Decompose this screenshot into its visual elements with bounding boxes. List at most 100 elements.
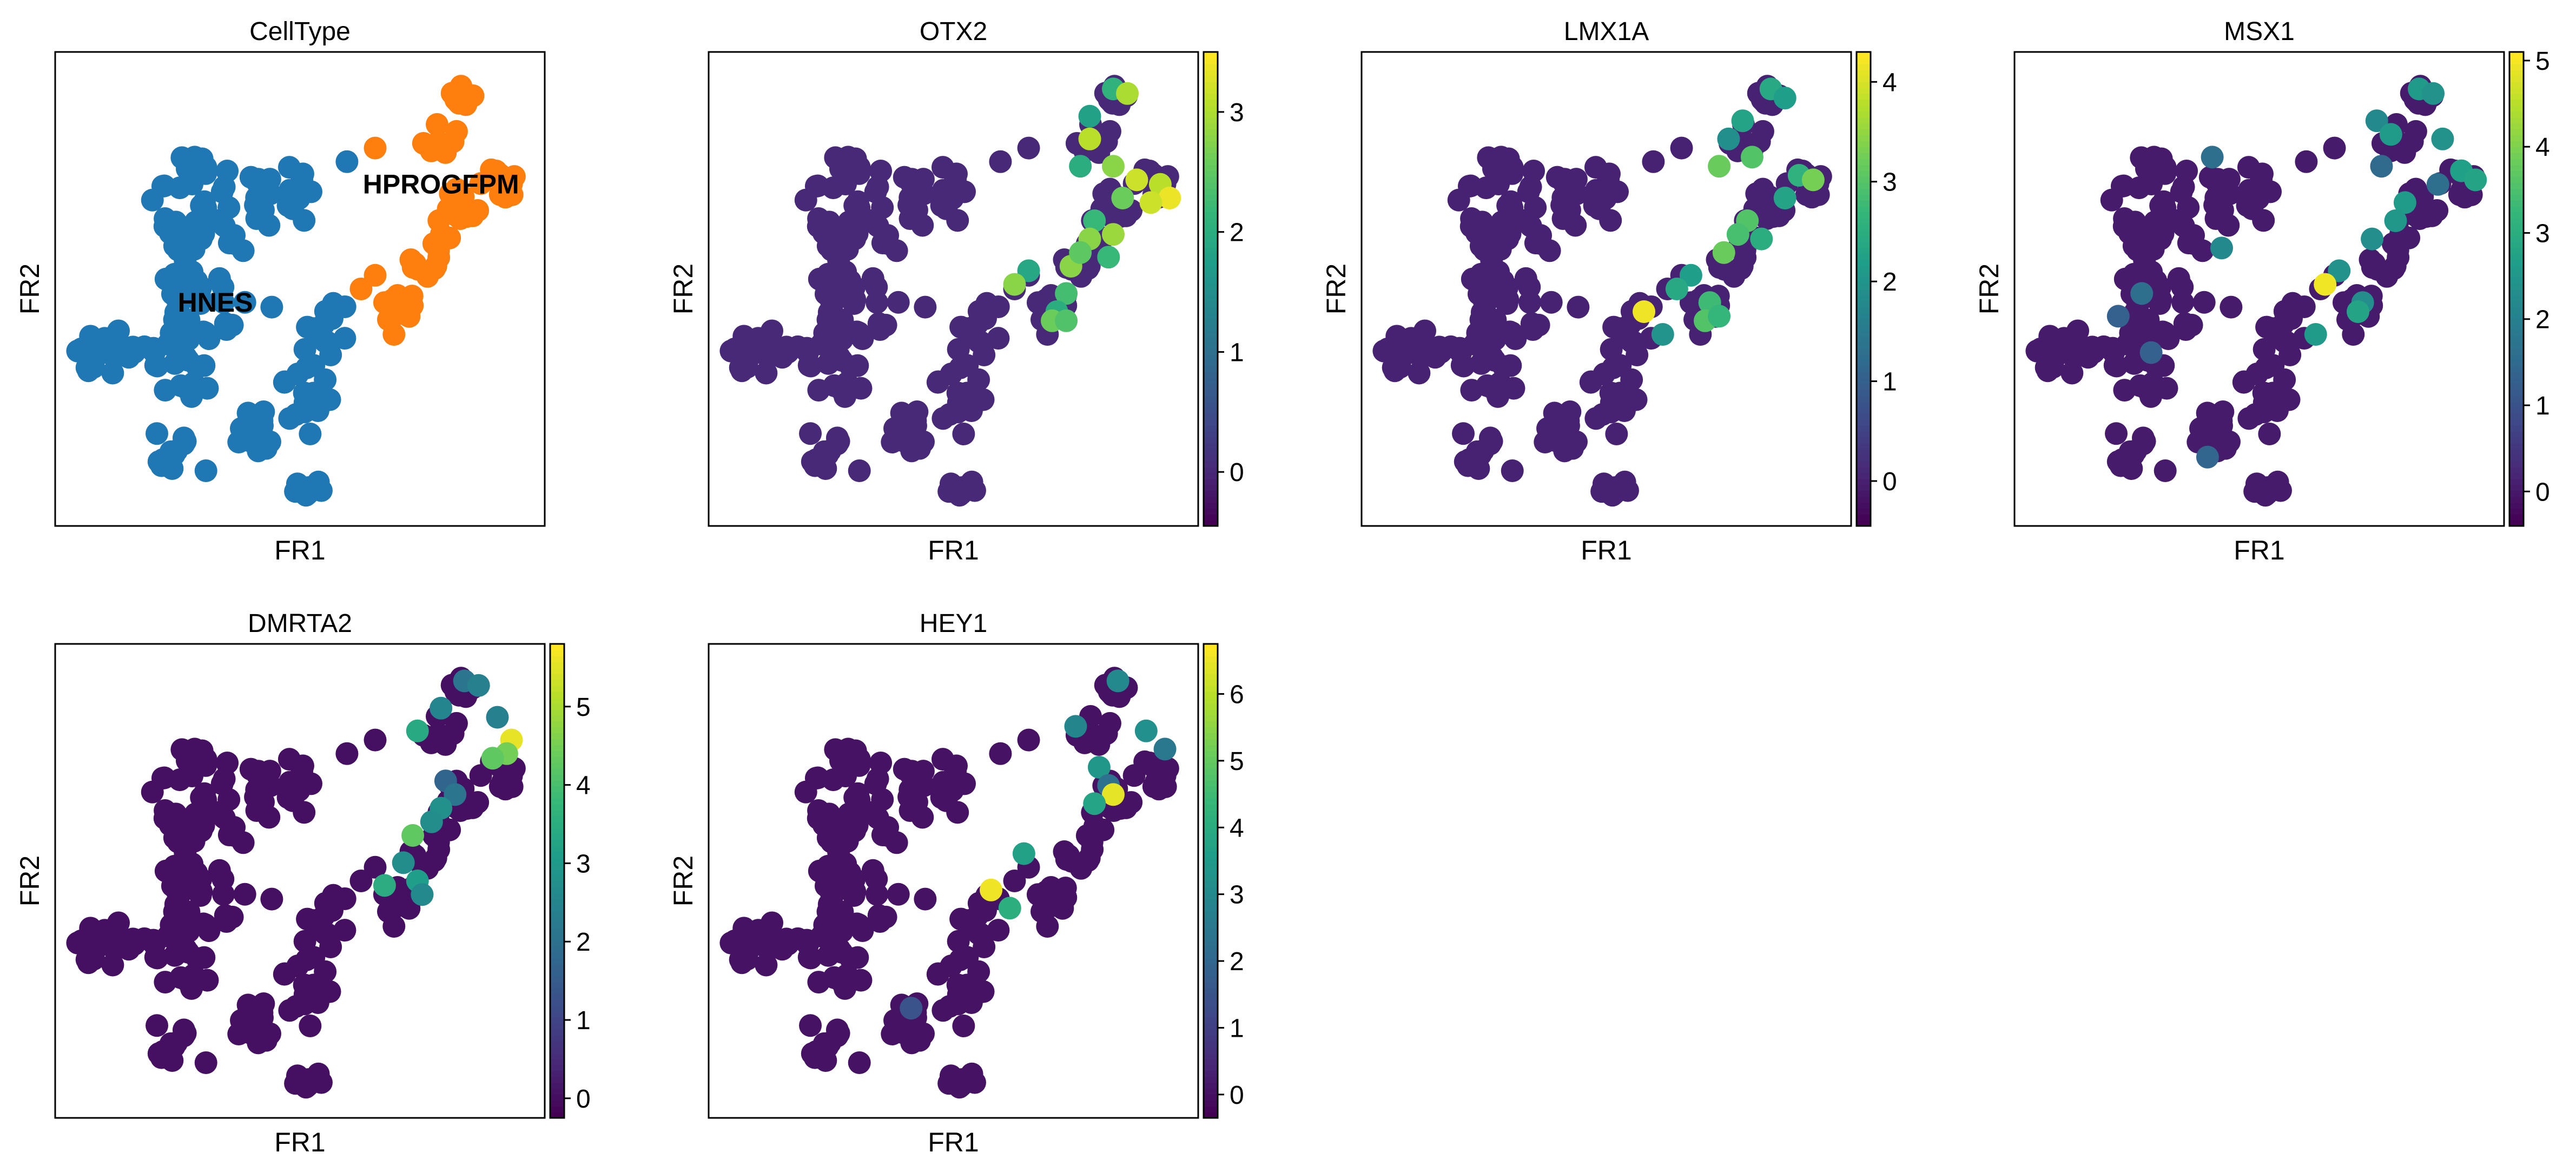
data-point (193, 190, 216, 213)
data-point (333, 327, 356, 350)
colorbar: 0 1 2 3 4 5 (2508, 47, 2550, 527)
colorbar-segment (2509, 508, 2524, 515)
data-point (186, 355, 209, 378)
data-point (946, 381, 969, 405)
data-point (294, 484, 318, 507)
data-point (824, 738, 847, 761)
data-point (333, 919, 356, 942)
data-point (824, 146, 847, 169)
colorbar-segment (1857, 354, 1871, 361)
colorbar-segment (1204, 910, 1218, 917)
colorbar-segment (2509, 443, 2524, 450)
colorbar-segment (1204, 1070, 1218, 1077)
data-point (1087, 756, 1111, 779)
colorbar-segment (550, 721, 564, 728)
data-point (1492, 355, 1515, 378)
colorbar-segment (1204, 928, 1218, 935)
colorbar-segment (1204, 218, 1218, 225)
data-point (1055, 309, 1078, 332)
data-point (887, 883, 910, 906)
data-point (245, 207, 268, 231)
colorbar-segment (550, 1035, 564, 1042)
colorbar-segment (1857, 496, 1871, 503)
data-point (2150, 159, 2173, 182)
data-point (1708, 155, 1731, 178)
data-point (952, 1014, 975, 1037)
colorbar-segment (1857, 360, 1871, 367)
panel-lmx1a: LMX1A 0 1 2 3 4 FR1 FR2 (1321, 17, 1897, 565)
colorbar-segment (2509, 212, 2524, 219)
data-point (2328, 259, 2351, 282)
data-point (1026, 883, 1049, 906)
data-point (1012, 842, 1035, 865)
colorbar-segment (550, 774, 564, 781)
colorbar-segment (1204, 170, 1218, 177)
colorbar-segment (550, 1041, 564, 1048)
colorbar-segment (1857, 81, 1871, 88)
colorbar-segment (550, 833, 564, 840)
colorbar-segment (1204, 798, 1218, 805)
colorbar-segment (550, 958, 564, 965)
colorbar-segment (1204, 75, 1218, 82)
colorbar-segment (1204, 1041, 1218, 1048)
data-point (967, 300, 990, 323)
colorbar-segment (1857, 520, 1871, 526)
colorbar-segment (2509, 324, 2524, 331)
colorbar-segment (550, 999, 564, 1006)
data-point (335, 742, 359, 765)
colorbar-tick-label: 5 (576, 693, 591, 722)
colorbar-segment (1204, 153, 1218, 160)
data-point (335, 150, 359, 173)
data-point (947, 992, 970, 1016)
colorbar-segment (550, 898, 564, 905)
colorbar-tick-label: 2 (1230, 947, 1244, 976)
colorbar-segment (2509, 153, 2524, 160)
data-point (293, 973, 316, 997)
data-point (93, 327, 116, 350)
colorbar-segment (1204, 396, 1218, 403)
colorbar-segment (1204, 845, 1218, 852)
colorbar-segment (2509, 135, 2524, 142)
colorbar-segment (1204, 401, 1218, 408)
colorbar-segment (1204, 934, 1218, 941)
colorbar-segment (550, 1070, 564, 1077)
panel-title: OTX2 (920, 17, 987, 46)
colorbar-tick-label: 1 (576, 1006, 591, 1035)
colorbar-segment (550, 928, 564, 935)
colorbar-segment (1857, 484, 1871, 491)
colorbar-segment (550, 809, 564, 817)
data-point (2106, 305, 2130, 328)
colorbar-segment (550, 1011, 564, 1018)
data-point (2182, 232, 2205, 255)
colorbar-segment (2509, 170, 2524, 177)
data-point (146, 1014, 169, 1037)
data-point (2105, 422, 2128, 445)
data-point (987, 919, 1010, 942)
colorbar-segment (2509, 253, 2524, 260)
data-point (427, 831, 450, 854)
colorbar-segment (550, 1100, 564, 1107)
colorbar-segment (2509, 223, 2524, 231)
colorbar-segment (1204, 212, 1218, 219)
data-point (486, 706, 509, 729)
data-point (293, 992, 316, 1016)
colorbar-segment (1204, 970, 1218, 977)
colorbar-segment (1204, 431, 1218, 438)
colorbar-segment (550, 715, 564, 722)
data-point (1054, 886, 1078, 909)
data-point (2201, 146, 2224, 169)
data-point (427, 722, 450, 746)
colorbar-segment (1857, 306, 1871, 313)
data-point (213, 806, 236, 829)
colorbar-tick-label: 2 (1883, 268, 1897, 297)
colorbar-segment (550, 727, 564, 734)
y-axis-label: FR2 (668, 855, 698, 906)
colorbar-segment (550, 910, 564, 917)
colorbar-segment (1204, 111, 1218, 118)
colorbar-tick-label: 1 (2535, 392, 2550, 420)
colorbar-segment (1857, 247, 1871, 254)
colorbar-segment (1204, 87, 1218, 94)
colorbar-segment (1204, 804, 1218, 811)
colorbar-segment (1204, 756, 1218, 763)
colorbar-segment (1204, 330, 1218, 337)
